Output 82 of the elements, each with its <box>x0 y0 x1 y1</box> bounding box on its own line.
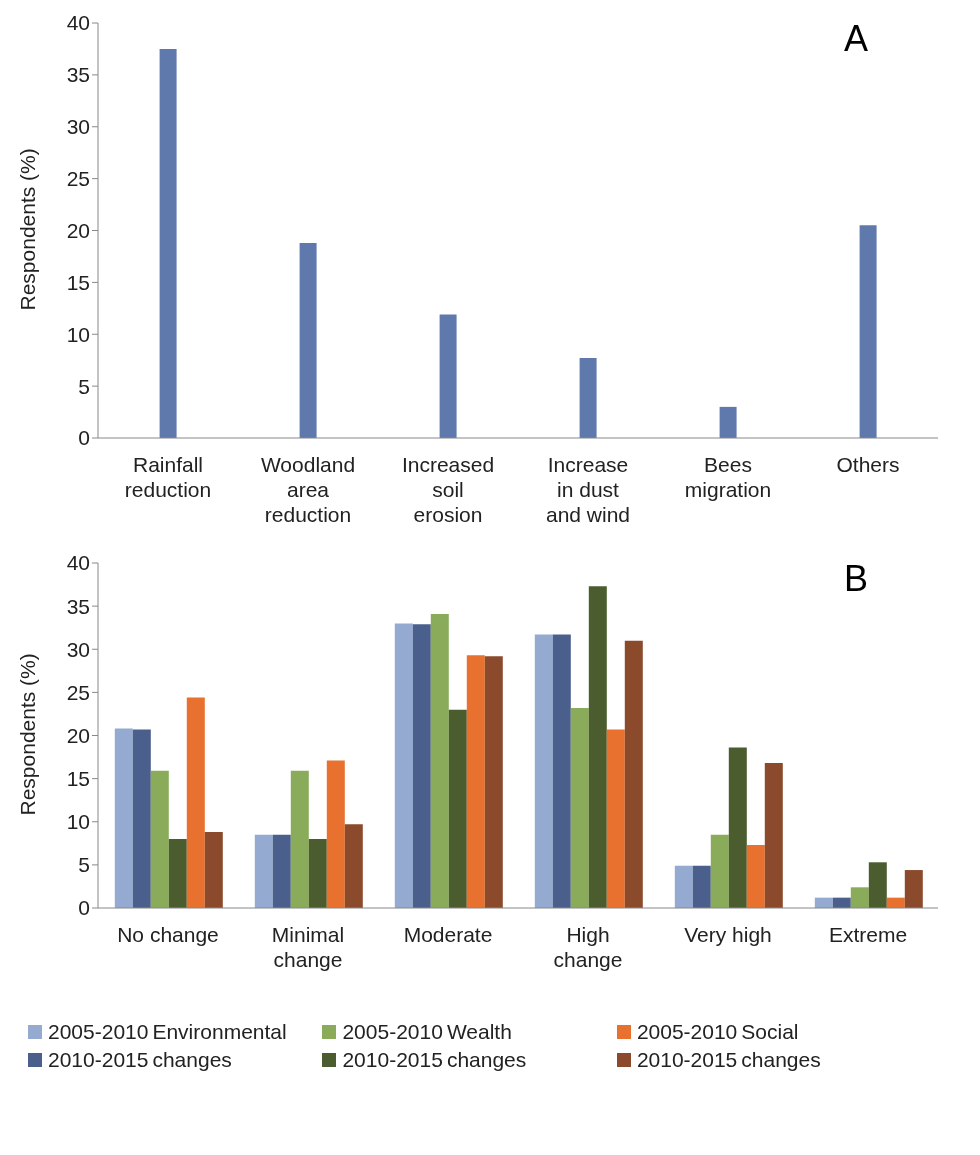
bar <box>859 225 877 438</box>
bar <box>570 707 589 908</box>
bar <box>904 870 923 908</box>
legend-label: 2005-2010 <box>636 1020 738 1044</box>
bar <box>674 865 693 908</box>
bar <box>868 862 887 908</box>
y-tick-label: 20 <box>66 723 90 747</box>
bar <box>746 845 765 908</box>
x-tick-label: Others <box>836 453 900 476</box>
bar <box>186 697 205 908</box>
y-tick-label: 10 <box>66 322 90 346</box>
legend-label: 2010-2015 <box>342 1048 443 1072</box>
bar <box>606 729 625 908</box>
y-tick-label: 5 <box>78 853 90 877</box>
bar <box>132 729 151 908</box>
bar <box>430 613 449 908</box>
bar <box>412 624 431 908</box>
text: Wealth changes <box>446 1019 528 1073</box>
legend-label: 2010-2015 <box>636 1048 738 1072</box>
bar <box>484 656 503 908</box>
y-axis-title: Respondents (%) <box>16 148 40 311</box>
x-tick-label: Very high <box>684 923 772 946</box>
bar <box>764 763 783 908</box>
y-tick-label: 40 <box>66 11 90 35</box>
bar <box>204 832 223 908</box>
x-tick-label: Bees migration <box>684 453 772 501</box>
bar <box>254 834 273 908</box>
bar <box>150 770 169 908</box>
bar <box>394 623 413 908</box>
bar <box>326 760 345 908</box>
y-tick-label: 20 <box>66 218 90 242</box>
bar <box>439 314 457 438</box>
legend-label: 2010-2015 <box>48 1048 149 1072</box>
y-tick-label: 0 <box>78 896 90 920</box>
bar <box>692 865 711 908</box>
y-tick-label: 10 <box>66 810 90 834</box>
bar <box>308 839 327 908</box>
bar <box>168 839 187 908</box>
y-tick-label: 0 <box>78 426 90 450</box>
y-tick-label: 15 <box>66 270 90 294</box>
text: Environmental changes <box>152 1019 288 1073</box>
y-tick-label: 25 <box>66 680 90 704</box>
x-tick-label: No change <box>117 923 219 946</box>
chart-title: A <box>843 18 868 60</box>
bar <box>534 634 553 908</box>
y-tick-label: 15 <box>66 767 90 791</box>
y-tick-label: 35 <box>66 63 90 87</box>
legend-label: 2005-2010 <box>48 1020 149 1044</box>
bar <box>299 242 317 438</box>
bar <box>272 834 291 908</box>
y-tick-label: 30 <box>66 637 90 661</box>
y-tick-label: 40 <box>66 551 90 575</box>
x-tick-label: Increase in dust and wind <box>545 453 631 526</box>
x-tick-label: Minimal change <box>271 923 345 971</box>
bar <box>466 655 485 908</box>
legend-label: 2005-2010 <box>342 1020 443 1044</box>
text: Social changes <box>741 1019 822 1073</box>
bar <box>448 709 467 908</box>
bar <box>579 358 597 438</box>
bar <box>710 834 729 908</box>
bar <box>344 824 363 908</box>
x-tick-label: Moderate <box>403 923 493 946</box>
bar <box>728 747 747 908</box>
bar <box>114 728 133 908</box>
y-tick-label: 5 <box>78 374 90 398</box>
bar <box>719 406 737 438</box>
x-tick-label: Extreme <box>828 923 908 946</box>
x-tick-label: High change <box>553 923 623 971</box>
y-axis-title: Respondents (%) <box>16 653 40 816</box>
bar <box>588 586 607 908</box>
bar <box>159 48 177 438</box>
y-tick-label: 25 <box>66 167 90 191</box>
x-tick-label: Increased soil erosion <box>401 453 495 526</box>
chart-title: B <box>843 558 868 600</box>
x-tick-label: Woodland area reduction <box>260 453 356 526</box>
bar <box>624 640 643 908</box>
bar <box>290 770 309 908</box>
y-tick-label: 30 <box>66 115 90 139</box>
y-tick-label: 35 <box>66 594 90 618</box>
x-tick-label: Rainfall reduction <box>124 453 212 501</box>
bar <box>552 634 571 908</box>
bar <box>850 887 869 908</box>
